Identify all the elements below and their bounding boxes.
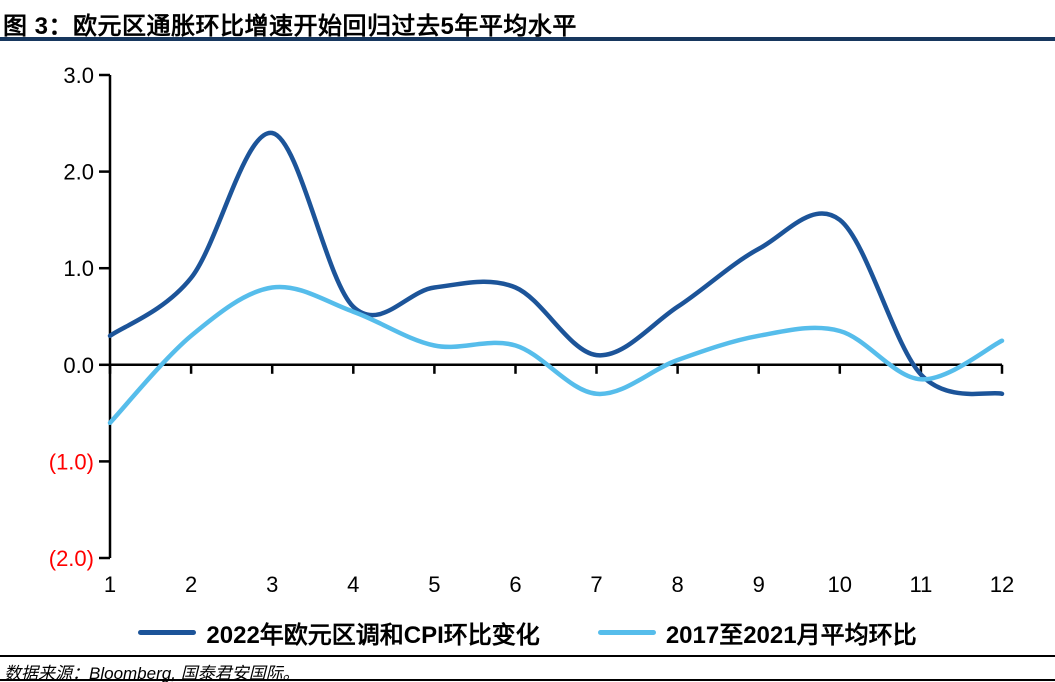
x-tick-label: 7 (590, 572, 602, 597)
x-tick-label: 3 (266, 572, 278, 597)
x-tick-label: 4 (347, 572, 359, 597)
x-tick-label: 6 (509, 572, 521, 597)
x-tick-label: 9 (753, 572, 765, 597)
footer-divider (0, 655, 1055, 657)
y-tick-label: 3.0 (63, 63, 94, 88)
y-tick-label: 1.0 (63, 256, 94, 281)
x-tick-label: 1 (104, 572, 116, 597)
x-tick-label: 10 (828, 572, 852, 597)
x-tick-label: 5 (428, 572, 440, 597)
title-rule (0, 37, 1055, 41)
y-tick-label: 2.0 (63, 160, 94, 185)
bottom-rule (0, 679, 1055, 681)
legend-item-2017-2021-avg: 2017至2021月平均环比 (597, 615, 917, 650)
series-line-2017-2021-avg (107, 284, 1005, 426)
y-tick-label: (1.0) (49, 449, 94, 474)
y-tick-label: 0.0 (63, 353, 94, 378)
chart-title: 图 3：欧元区通胀环比增速开始回归过去5年平均水平 (3, 13, 577, 40)
data-source-note: 数据来源：Bloomberg, 国泰君安国际。 (4, 664, 300, 682)
legend-line-swatch-avg-icon (597, 629, 656, 635)
x-tick-label: 12 (990, 572, 1014, 597)
legend-label-2022-cpi: 2022年欧元区调和CPI环比变化 (206, 621, 540, 649)
x-tick-label: 2 (185, 572, 197, 597)
y-tick-label: (2.0) (49, 546, 94, 571)
legend-label-2017-2021-avg: 2017至2021月平均环比 (665, 621, 917, 649)
x-tick-label: 8 (671, 572, 683, 597)
legend-line-swatch-2022-icon (138, 629, 197, 635)
series-line-2022-cpi (107, 130, 1005, 397)
chart-legend: 2022年欧元区调和CPI环比变化 2017至2021月平均环比 (0, 612, 1055, 652)
legend-item-2022-cpi: 2022年欧元区调和CPI环比变化 (138, 615, 540, 650)
x-tick-label: 11 (909, 572, 932, 597)
